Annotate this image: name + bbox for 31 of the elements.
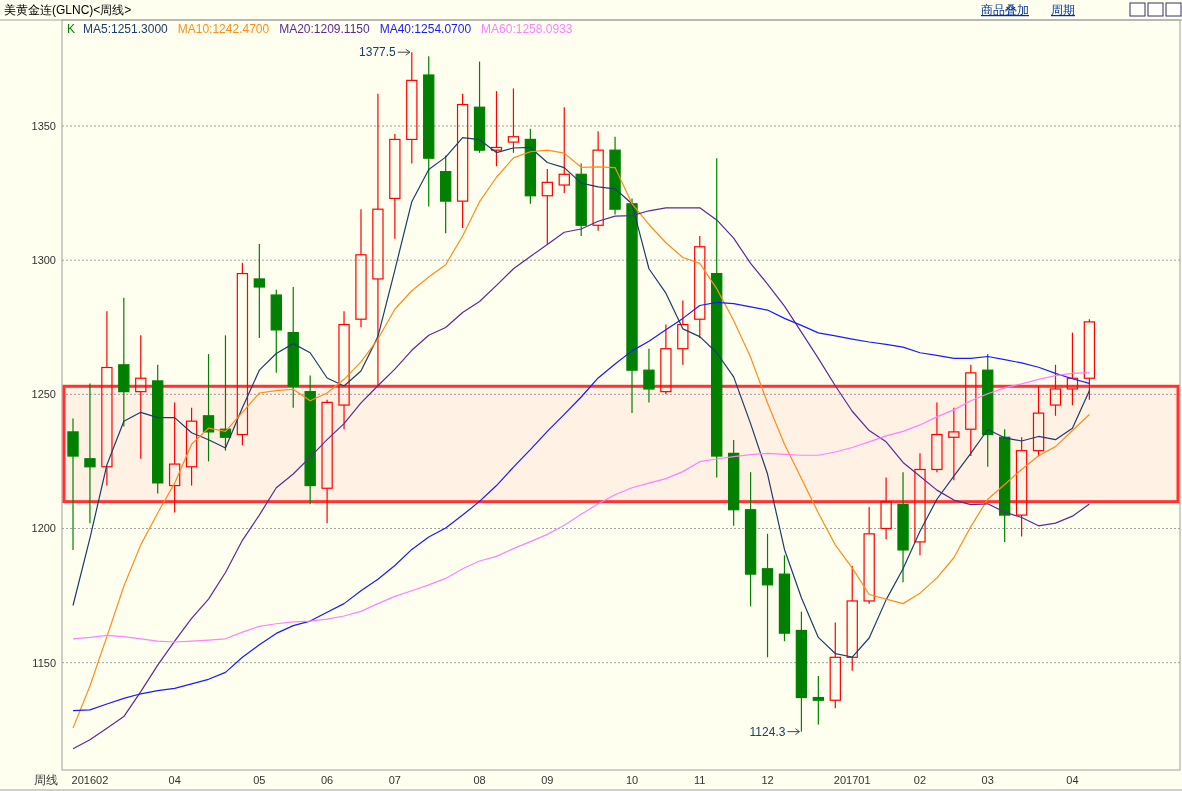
xtick: 06 [321, 774, 334, 786]
xtick: 12 [761, 774, 774, 786]
xtick: 09 [541, 774, 554, 786]
xtick: 07 [388, 774, 401, 786]
xtick: 10 [625, 774, 639, 786]
xtick: 08 [473, 774, 486, 786]
xlabel: 周线 [34, 773, 58, 787]
annotation: K [67, 22, 75, 36]
legend: MA10:1242.4700 [177, 22, 270, 36]
xtick: 02 [913, 774, 927, 786]
ytick: 1250 [31, 388, 56, 401]
annotation: 1124.3 [749, 724, 786, 739]
ytick: 1200 [31, 522, 56, 535]
ytick: 1350 [31, 120, 56, 132]
xtick: 04 [168, 774, 181, 786]
annotation: 商品叠加 [981, 3, 1029, 17]
xtick: 03 [981, 774, 994, 786]
xtick: 11 [694, 774, 706, 786]
legend: MA40:1254.0700 [379, 22, 472, 36]
title: 美黄金连(GLNC)<周线> [4, 3, 132, 17]
legend: MA60:1258.0933 [481, 22, 573, 36]
legend: MA5:1251.3000 [83, 22, 168, 36]
xtick: 201602 [71, 774, 109, 786]
ytick: 1300 [31, 254, 56, 267]
annotation: 周期 [1051, 3, 1075, 17]
xtick: 201701 [833, 774, 871, 786]
xtick: 05 [253, 774, 266, 786]
ytick: 1150 [32, 656, 56, 669]
annotation: 1377.5 [359, 45, 396, 60]
legend: MA20:1209.1150 [279, 22, 370, 36]
xtick: 04 [1066, 774, 1079, 786]
